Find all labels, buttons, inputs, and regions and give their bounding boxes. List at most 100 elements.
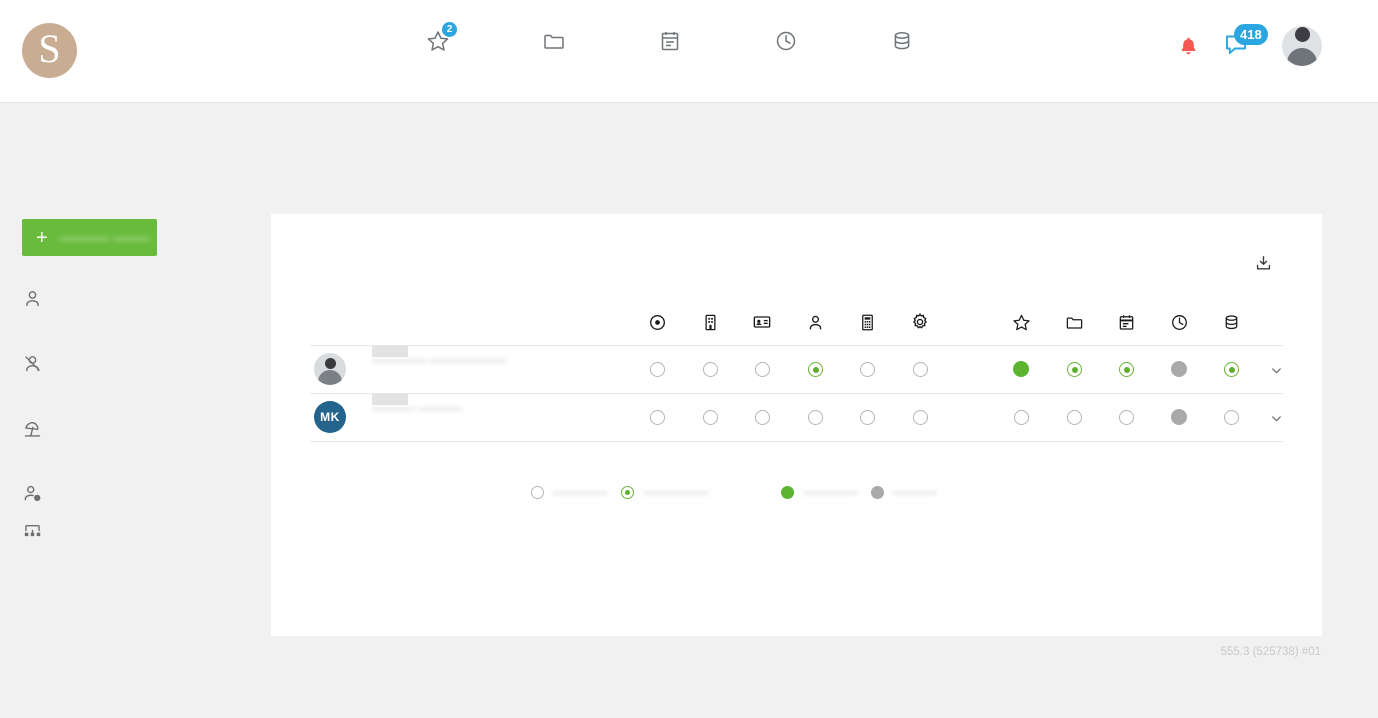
nav-item-clock[interactable] (768, 23, 804, 59)
legend-label: ————— (553, 486, 608, 499)
avatar (314, 353, 346, 385)
column-header-calendar[interactable] (1115, 311, 1137, 333)
status-table: ————— ——————— MK ———— ———— (310, 303, 1283, 442)
column-header-folder[interactable] (1063, 311, 1085, 333)
legend-item: —————— (621, 486, 709, 499)
row-name: ————— ——————— (372, 355, 508, 367)
expand-row-button[interactable] (1267, 409, 1285, 427)
status-dot[interactable] (755, 362, 770, 377)
notes-icon (661, 32, 679, 51)
person-clock-icon (24, 485, 40, 501)
id-card-icon (753, 316, 771, 328)
messages-button[interactable]: 418 (1224, 24, 1268, 62)
sidebar-item-pending[interactable] (20, 481, 44, 505)
sidebar-item-org-chart[interactable] (20, 518, 44, 542)
new-record-button-label: ———— ——— (59, 230, 151, 245)
download-icon (1256, 255, 1270, 269)
column-header-id-card[interactable] (751, 311, 773, 333)
status-dot[interactable] (808, 362, 823, 377)
person-icon (25, 290, 39, 306)
brand-logo-letter: S (38, 26, 61, 71)
status-dot[interactable] (913, 410, 928, 425)
redacted-field (372, 394, 408, 405)
building-icon (705, 314, 715, 330)
beach-umbrella-icon (24, 421, 40, 437)
bell-icon (1181, 37, 1195, 54)
header-nav: 2 (420, 20, 920, 62)
legend-item: ————— (781, 486, 858, 499)
column-header-target[interactable] (646, 311, 668, 333)
legend-dot-gray-solid (871, 486, 884, 499)
status-dot[interactable] (703, 362, 718, 377)
status-dot[interactable] (703, 410, 718, 425)
notifications-button[interactable] (1176, 32, 1200, 60)
top-header-bar: S 2 (0, 0, 1378, 103)
status-dot[interactable] (1171, 409, 1187, 425)
table-row[interactable]: MK ———— ———— (310, 393, 1283, 441)
sidebar-nav (20, 286, 44, 555)
folder-icon (544, 34, 564, 49)
avatar (1282, 26, 1322, 66)
table-header-row (310, 303, 1283, 345)
status-dot[interactable] (1014, 410, 1029, 425)
nav-item-folder[interactable] (536, 23, 572, 59)
header-actions: 418 (1176, 24, 1322, 66)
new-record-button[interactable]: + ———— ——— (22, 219, 157, 256)
calculator-icon (861, 314, 873, 330)
sidebar-item-vacation[interactable] (20, 416, 44, 440)
folder-icon (1066, 317, 1082, 329)
legend-item: ———— (871, 486, 937, 499)
redacted-field (372, 346, 408, 357)
column-header-clock[interactable] (1168, 311, 1190, 333)
status-dot[interactable] (755, 410, 770, 425)
clock-icon (776, 31, 796, 51)
profile-avatar[interactable] (1282, 26, 1322, 66)
status-dot[interactable] (1224, 362, 1239, 377)
legend-item: ————— (531, 486, 608, 499)
column-header-settings[interactable] (909, 311, 931, 333)
column-header-star[interactable] (1010, 311, 1032, 333)
nav-item-star[interactable]: 2 (420, 21, 458, 59)
brand-logo[interactable]: S (22, 23, 77, 78)
left-sidebar: + ———— ——— (0, 103, 180, 718)
status-dot[interactable] (860, 362, 875, 377)
star-icon (427, 31, 449, 51)
sidebar-item-person[interactable] (20, 286, 44, 310)
table-divider (310, 345, 1283, 346)
status-dot[interactable] (1119, 410, 1134, 425)
status-dot[interactable] (913, 362, 928, 377)
column-header-database[interactable] (1220, 311, 1242, 333)
status-dot[interactable] (1067, 410, 1082, 425)
legend-dot-green-ring (621, 486, 634, 499)
column-header-building[interactable] (699, 311, 721, 333)
main-content-card: ————— ——————— MK ———— ———— (271, 214, 1322, 636)
messages-badge-count: 418 (1234, 24, 1268, 45)
column-header-person[interactable] (804, 311, 826, 333)
table-divider (310, 441, 1283, 442)
person-icon (809, 315, 821, 330)
status-dot[interactable] (1013, 361, 1029, 377)
table-row[interactable]: ————— ——————— (310, 345, 1283, 393)
nav-item-database[interactable] (884, 23, 920, 59)
legend-label: ————— (803, 486, 858, 499)
status-dot[interactable] (1119, 362, 1134, 377)
legend-dot-green-solid (781, 486, 794, 499)
calendar-icon (1119, 314, 1133, 330)
database-icon (1225, 314, 1237, 329)
nav-item-notes[interactable] (652, 23, 688, 59)
status-dot[interactable] (1171, 361, 1187, 377)
status-dot[interactable] (650, 410, 665, 425)
status-dot[interactable] (808, 410, 823, 425)
download-export-button[interactable] (1252, 252, 1274, 274)
status-dot[interactable] (860, 410, 875, 425)
gear-icon (912, 313, 928, 329)
status-dot[interactable] (1067, 362, 1082, 377)
legend-label: —————— (643, 486, 709, 499)
clock-icon (1171, 314, 1187, 330)
status-dot[interactable] (1224, 410, 1239, 425)
expand-row-button[interactable] (1267, 361, 1285, 379)
column-header-calculator[interactable] (856, 311, 878, 333)
sidebar-item-absent[interactable] (20, 351, 44, 375)
status-dot[interactable] (650, 362, 665, 377)
chevron-down-icon (1271, 367, 1281, 373)
